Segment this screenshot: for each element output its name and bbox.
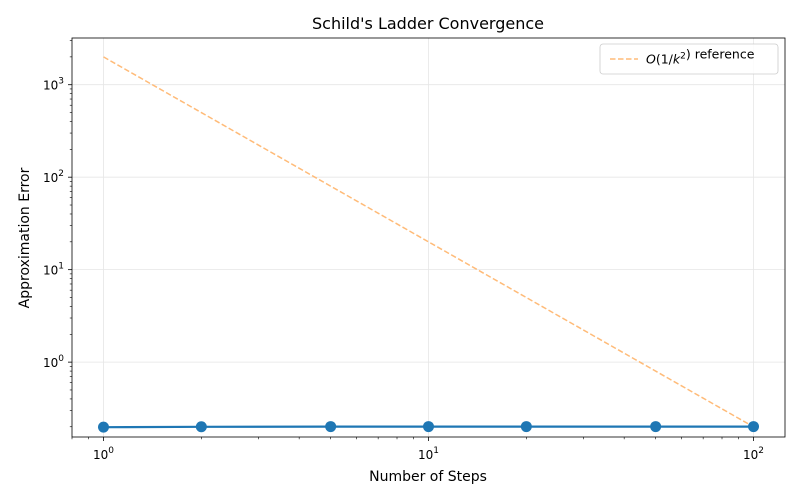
error-data-point: [195, 421, 207, 433]
error-data-point: [325, 421, 337, 433]
reference-series-line: [103, 56, 754, 428]
y-axis-title: Approximation Error: [17, 167, 33, 308]
error-data-point: [748, 421, 760, 433]
grid-lines: [72, 38, 785, 437]
error-data-point: [520, 421, 532, 433]
legend: O(1/k2) reference: [599, 43, 779, 75]
legend-reference-label: O(1/k2) reference: [646, 47, 755, 67]
y-tick-label: 100: [43, 354, 64, 370]
x-axis-title: Number of Steps: [369, 469, 487, 485]
x-tick-label: 100: [93, 446, 114, 462]
x-tick-label: 101: [418, 446, 439, 462]
y-tick-label: 102: [43, 169, 64, 185]
series-layer: [97, 56, 760, 433]
x-tick-label: 102: [743, 446, 764, 462]
error-data-point: [423, 421, 434, 433]
error-data-point: [97, 421, 109, 433]
legend-box: [599, 43, 779, 75]
y-tick-label: 101: [43, 262, 64, 278]
chart-title: Schild's Ladder Convergence: [312, 14, 544, 33]
error-data-point: [650, 421, 662, 433]
y-tick-label: 103: [43, 77, 64, 93]
axis-ticks: 100 101 102 100 101 102 103: [43, 40, 764, 462]
